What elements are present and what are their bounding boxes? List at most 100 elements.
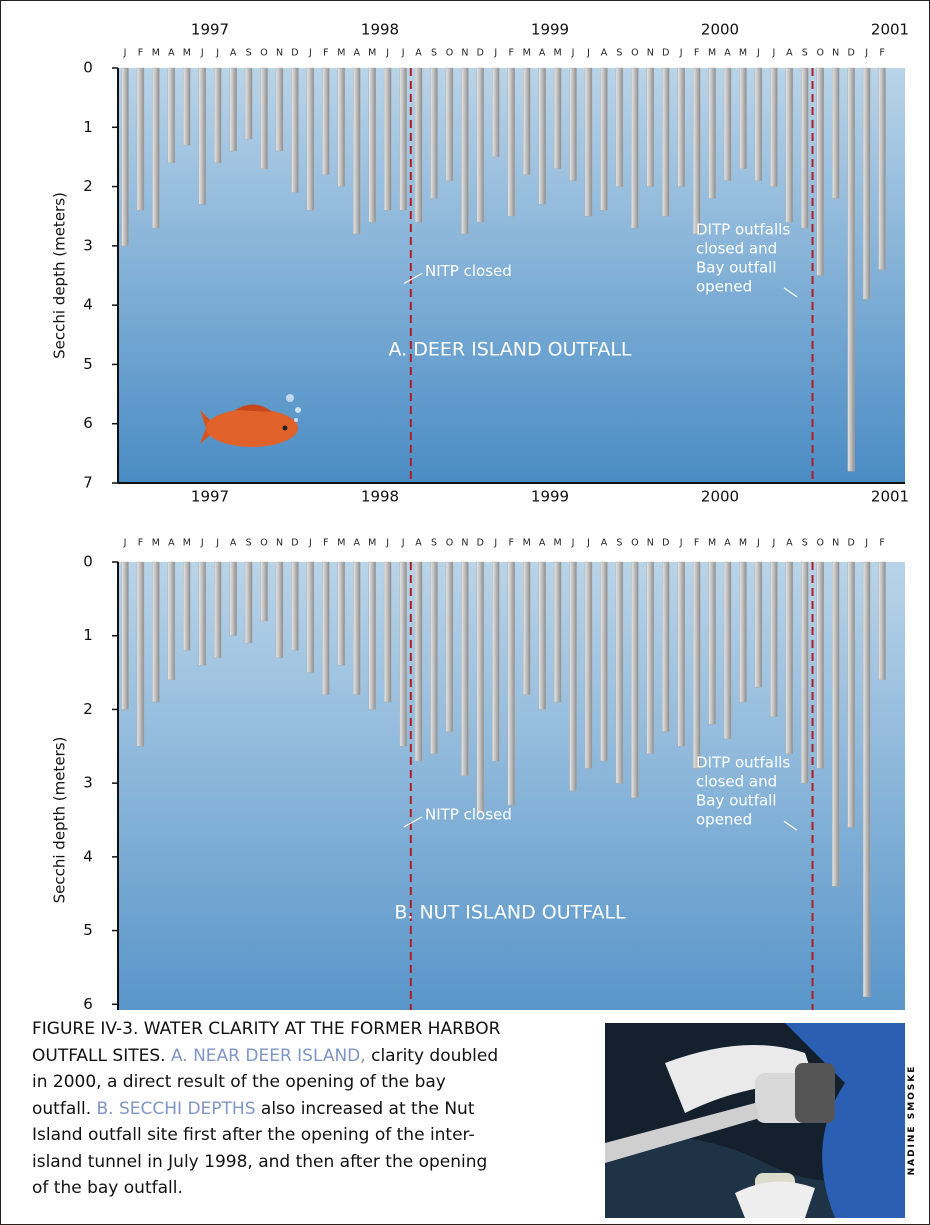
month-label: J [308, 538, 312, 549]
month-label: A [230, 538, 237, 549]
bar [136, 561, 145, 747]
month-label: J [756, 48, 760, 59]
bar [739, 67, 747, 169]
bar [383, 67, 392, 211]
caption-text: clarity doubled in 2000, a direct result… [32, 1045, 499, 1119]
bar [692, 67, 701, 235]
month-label: A [786, 538, 793, 549]
month-label: A [230, 48, 237, 59]
y-tick-label: 1 [83, 626, 93, 644]
bar [862, 67, 871, 300]
bar [322, 561, 330, 695]
bar [708, 561, 716, 725]
bar [631, 67, 639, 229]
annotation: Bay outfall [696, 258, 777, 276]
bar [275, 561, 284, 659]
bar [847, 67, 855, 472]
year-label: 2001 [871, 488, 909, 506]
bar [430, 561, 438, 754]
month-label: F [879, 538, 884, 549]
bar [445, 67, 454, 181]
bar [538, 561, 546, 710]
bar [476, 67, 485, 223]
month-label: M [708, 538, 716, 549]
month-label: N [832, 48, 839, 59]
bar [816, 561, 824, 769]
bar [306, 561, 315, 673]
panel-title: B. NUT ISLAND OUTFALL [394, 901, 626, 923]
caption-label: B. SECCHI DEPTHS [96, 1098, 256, 1119]
month-label: D [847, 538, 854, 549]
month-label: N [832, 538, 839, 549]
month-label: M [739, 48, 747, 59]
bar [136, 67, 145, 211]
annotation: NITP closed [425, 805, 512, 823]
year-label: 1997 [191, 488, 229, 506]
annotation: closed and [696, 773, 777, 791]
bar [832, 67, 840, 199]
month-label: S [246, 48, 252, 59]
annotation-arrow [783, 287, 798, 298]
bar [229, 67, 237, 152]
bar [662, 561, 670, 732]
month-label: F [323, 538, 328, 549]
month-label: F [509, 48, 514, 59]
month-label: F [879, 48, 884, 59]
bar [739, 561, 747, 703]
bar [399, 67, 407, 211]
y-tick-label: 1 [83, 118, 93, 136]
year-label: 1999 [531, 488, 569, 506]
month-label: J [679, 538, 683, 549]
bar [878, 561, 886, 681]
month-label: S [802, 48, 808, 59]
bar [692, 561, 701, 769]
bar [677, 561, 685, 747]
bar [584, 561, 593, 769]
annotation: DITP outfalls [696, 220, 790, 238]
annotation: closed and [696, 239, 777, 257]
month-label: J [586, 48, 590, 59]
month-label: A [168, 538, 175, 549]
bar [198, 67, 206, 205]
month-label: M [337, 538, 345, 549]
month-label: J [571, 48, 575, 59]
month-label: M [337, 48, 345, 59]
month-label: J [571, 538, 575, 549]
month-label: D [477, 48, 484, 59]
annotation-arrow [403, 816, 423, 828]
month-label: A [415, 48, 422, 59]
bar [507, 561, 515, 806]
month-label: J [586, 538, 590, 549]
bar [291, 67, 299, 193]
month-label: A [354, 48, 361, 59]
bar [832, 561, 840, 887]
bar [229, 561, 237, 636]
bar [244, 67, 253, 140]
bar [862, 561, 871, 998]
month-label: J [493, 48, 497, 59]
month-label: N [276, 538, 283, 549]
bar [183, 67, 191, 146]
month-label: M [368, 48, 376, 59]
bar [337, 561, 345, 666]
bar [353, 561, 361, 695]
bar [770, 561, 778, 718]
month-label: S [616, 48, 622, 59]
month-label: M [523, 538, 531, 549]
bar [770, 67, 778, 187]
bar [801, 561, 809, 784]
bar [121, 67, 129, 247]
bar [368, 561, 376, 710]
bar [569, 561, 577, 791]
caption: FIGURE IV-3. WATER CLARITY AT THE FORMER… [32, 1016, 507, 1202]
bar [523, 67, 531, 175]
month-label: O [260, 48, 267, 59]
bar [553, 67, 562, 169]
bar [244, 561, 253, 644]
bar [414, 561, 423, 762]
year-label: 1999 [531, 21, 569, 39]
bar [662, 67, 670, 217]
month-label: J [215, 48, 219, 59]
